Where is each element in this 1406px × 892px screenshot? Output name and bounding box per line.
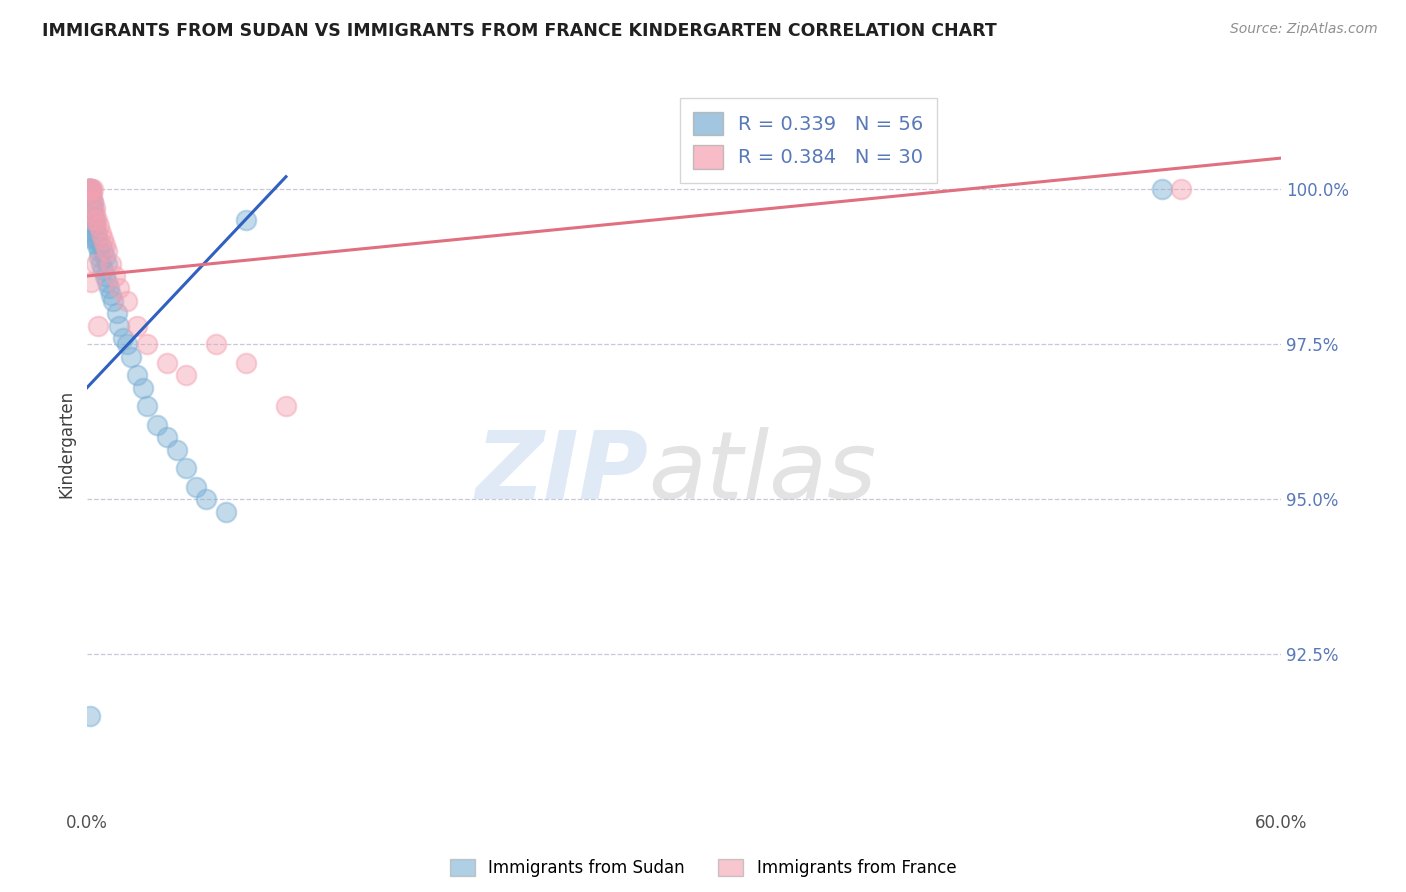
Y-axis label: Kindergarten: Kindergarten — [58, 390, 75, 498]
Point — [125, 368, 148, 383]
Point — [80, 201, 103, 215]
Point — [82, 194, 104, 209]
Point — [97, 281, 120, 295]
Point — [120, 350, 142, 364]
Point — [96, 244, 118, 259]
Point — [83, 213, 105, 227]
Point — [77, 182, 100, 196]
Point — [82, 194, 104, 209]
Point — [115, 337, 138, 351]
Point — [215, 505, 238, 519]
Point — [100, 256, 122, 270]
Point — [77, 194, 100, 209]
Point — [84, 213, 107, 227]
Point — [1150, 182, 1173, 196]
Point — [80, 188, 103, 202]
Point — [155, 356, 177, 370]
Point — [84, 256, 107, 270]
Point — [84, 226, 107, 240]
Point — [176, 368, 198, 383]
Point — [79, 182, 101, 196]
Point — [80, 182, 103, 196]
Point — [135, 337, 157, 351]
Point — [90, 226, 112, 240]
Point — [80, 194, 103, 209]
Point — [86, 232, 108, 246]
Point — [104, 268, 127, 283]
Point — [94, 238, 117, 252]
Point — [84, 232, 107, 246]
Point — [145, 417, 167, 432]
Point — [96, 275, 118, 289]
Point — [86, 226, 108, 240]
Point — [166, 442, 188, 457]
Point — [155, 430, 177, 444]
Point — [87, 244, 110, 259]
Point — [84, 219, 107, 234]
Point — [84, 201, 107, 215]
Point — [135, 399, 157, 413]
Point — [87, 251, 110, 265]
Point — [80, 275, 103, 289]
Legend: R = 0.339   N = 56, R = 0.384   N = 30: R = 0.339 N = 56, R = 0.384 N = 30 — [679, 98, 936, 183]
Point — [91, 262, 114, 277]
Point — [1170, 182, 1192, 196]
Point — [90, 238, 112, 252]
Point — [79, 182, 101, 196]
Point — [82, 232, 104, 246]
Point — [205, 337, 228, 351]
Point — [94, 251, 117, 265]
Point — [80, 182, 103, 196]
Point — [125, 318, 148, 333]
Point — [77, 182, 100, 196]
Point — [82, 207, 104, 221]
Point — [96, 256, 118, 270]
Point — [91, 244, 114, 259]
Point — [79, 182, 101, 196]
Legend: Immigrants from Sudan, Immigrants from France: Immigrants from Sudan, Immigrants from F… — [443, 852, 963, 884]
Point — [274, 399, 297, 413]
Point — [108, 281, 131, 295]
Point — [235, 356, 257, 370]
Point — [108, 318, 131, 333]
Text: IMMIGRANTS FROM SUDAN VS IMMIGRANTS FROM FRANCE KINDERGARTEN CORRELATION CHART: IMMIGRANTS FROM SUDAN VS IMMIGRANTS FROM… — [42, 22, 997, 40]
Text: ZIP: ZIP — [475, 426, 648, 519]
Point — [101, 293, 124, 308]
Point — [82, 182, 104, 196]
Point — [235, 213, 257, 227]
Point — [87, 219, 110, 234]
Point — [79, 188, 101, 202]
Point — [186, 480, 208, 494]
Point — [80, 188, 103, 202]
Point — [84, 207, 107, 221]
Point — [94, 268, 117, 283]
Text: atlas: atlas — [648, 427, 876, 518]
Point — [79, 207, 101, 221]
Point — [87, 318, 110, 333]
Point — [77, 182, 100, 196]
Point — [176, 461, 198, 475]
Point — [80, 219, 103, 234]
Point — [91, 232, 114, 246]
Point — [86, 213, 108, 227]
Point — [77, 188, 100, 202]
Point — [90, 256, 112, 270]
Point — [131, 381, 153, 395]
Point — [82, 201, 104, 215]
Point — [195, 492, 218, 507]
Point — [111, 331, 134, 345]
Point — [86, 238, 108, 252]
Point — [79, 709, 101, 723]
Point — [83, 213, 105, 227]
Point — [105, 306, 128, 320]
Text: Source: ZipAtlas.com: Source: ZipAtlas.com — [1230, 22, 1378, 37]
Point — [115, 293, 138, 308]
Point — [100, 287, 122, 301]
